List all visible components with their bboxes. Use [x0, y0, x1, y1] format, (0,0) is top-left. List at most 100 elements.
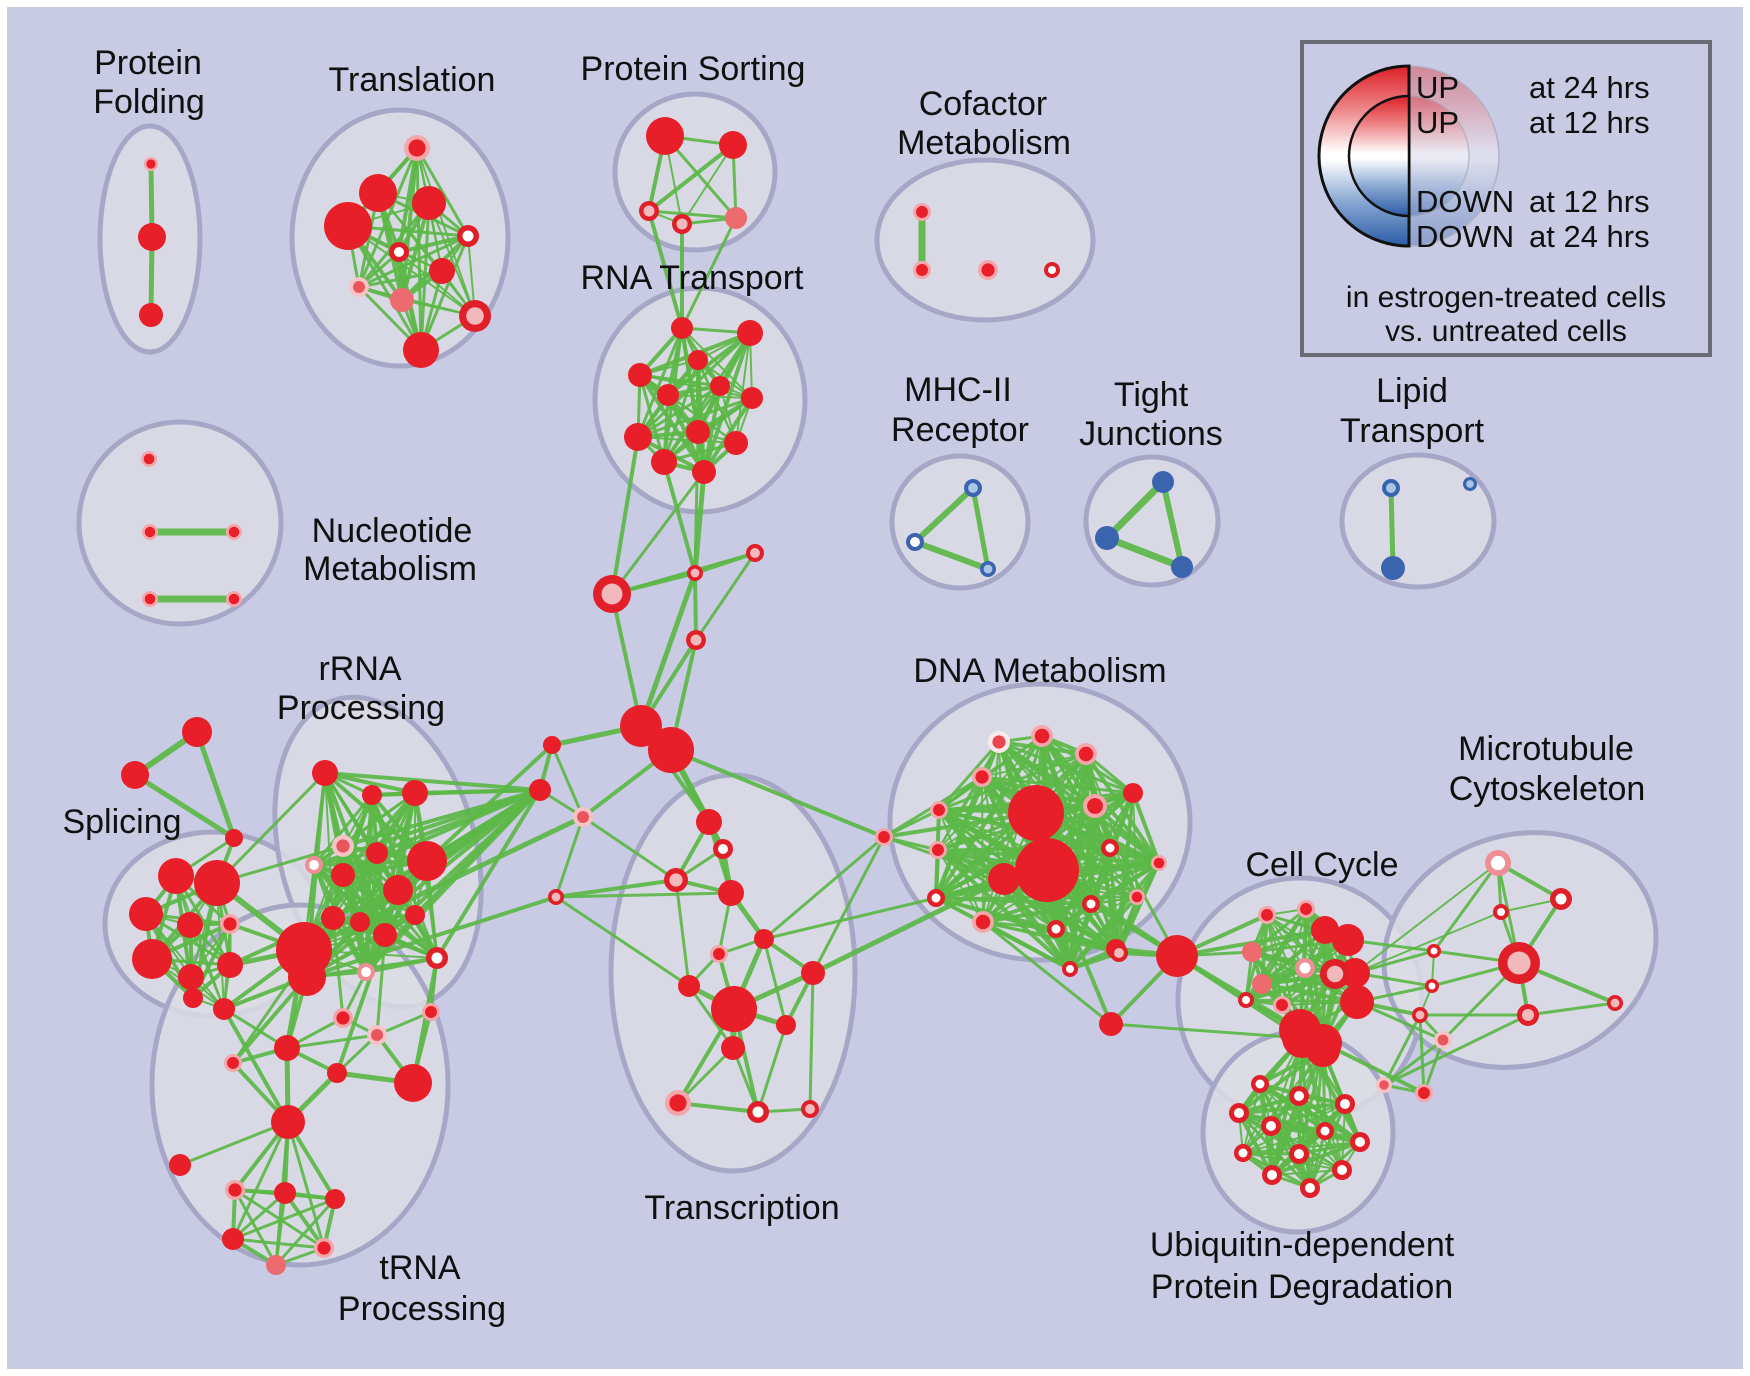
edge [411, 956, 439, 1085]
node-core [462, 230, 474, 242]
node-core [916, 264, 928, 276]
edge [305, 788, 542, 979]
edge [666, 331, 752, 397]
node-core [968, 483, 978, 493]
node [741, 387, 763, 409]
node-core [223, 917, 237, 931]
edge [981, 920, 1072, 971]
node-core [425, 1006, 437, 1018]
node [678, 975, 700, 997]
edge [416, 147, 476, 317]
edge [194, 729, 237, 841]
node [686, 420, 710, 444]
cluster-label-translation: Translation [329, 61, 496, 99]
node [366, 842, 388, 864]
node [138, 223, 166, 251]
edge [1354, 911, 1502, 974]
edge [1382, 1013, 1422, 1087]
legend-inner-right-half [1408, 95, 1470, 217]
node-core [1305, 1183, 1315, 1193]
node-core [144, 526, 156, 538]
edge [693, 571, 698, 642]
node-core [551, 892, 561, 902]
legend-box: UP at 24 hrs UP at 12 hrs DOWN at 12 hrs DO… [1300, 40, 1712, 357]
node [373, 923, 397, 947]
legend-state-label: UP [1416, 105, 1460, 140]
edge [610, 592, 643, 728]
node [648, 727, 694, 773]
edge [375, 933, 387, 1037]
node-core [983, 564, 993, 574]
node-core [227, 1057, 239, 1069]
cluster-label-ubiquitin: Ubiquitin-dependent [1150, 1226, 1455, 1264]
cluster-label-mhc: MHC-II [904, 371, 1012, 409]
node [710, 376, 730, 396]
edge [419, 234, 470, 352]
cluster-ellipse-nucleotide [76, 419, 284, 627]
cluster-label-nucleotide: Nucleotide [312, 512, 473, 550]
edge [231, 1237, 326, 1250]
node-core [317, 1241, 331, 1255]
node-core [1320, 1126, 1330, 1136]
cluster-label-cofactor: Cofactor [919, 85, 1048, 123]
node [429, 258, 455, 284]
node-core [992, 735, 1006, 749]
node-core [408, 139, 426, 157]
edge [981, 753, 1087, 778]
cluster-label-rna_transport: RNA Transport [581, 259, 805, 297]
legend-state-label: UP [1416, 70, 1460, 105]
node [183, 988, 203, 1008]
edge [762, 896, 938, 941]
node-core [1131, 891, 1143, 903]
node [266, 1255, 286, 1275]
legend-time-label: at 24 hrs [1529, 219, 1650, 254]
edge [610, 435, 640, 596]
edge [937, 752, 1088, 812]
node [132, 939, 172, 979]
edge [1244, 998, 1359, 1004]
edge [981, 920, 1058, 931]
node-core [1153, 857, 1165, 869]
node-core [1234, 1108, 1244, 1118]
edge [636, 331, 752, 439]
edge [554, 895, 691, 988]
node [1381, 556, 1405, 580]
node [1252, 974, 1272, 994]
cluster-ellipse-tight [1083, 454, 1221, 588]
cluster-label-microtubule: Microtubule [1458, 730, 1634, 768]
cluster-label-protein_folding: Folding [93, 83, 205, 121]
edge [1093, 804, 1179, 958]
node-core [1355, 1137, 1365, 1147]
node [988, 863, 1020, 895]
node-core [1497, 908, 1505, 916]
node [1008, 785, 1064, 841]
node [724, 431, 748, 455]
edge [934, 775, 984, 900]
node-core [1437, 1034, 1449, 1046]
edge [428, 202, 476, 317]
node [1242, 942, 1262, 962]
edge [1054, 791, 1135, 931]
node-core [975, 914, 991, 930]
cluster-label-protein_folding: Protein [94, 44, 202, 82]
node-core [1034, 728, 1050, 744]
node [754, 929, 774, 949]
node [271, 1105, 305, 1139]
node [178, 964, 204, 990]
edge [233, 1188, 278, 1267]
edge [981, 920, 1121, 955]
node [1332, 924, 1364, 956]
node-core [931, 893, 941, 903]
edge [413, 788, 542, 795]
node [628, 363, 652, 387]
node-core [750, 548, 760, 558]
edge [1242, 1130, 1326, 1154]
cluster-label-nucleotide: Metabolism [303, 550, 477, 588]
node-core [371, 1029, 383, 1041]
edge [581, 815, 678, 882]
edge [882, 808, 941, 839]
node-core [1294, 1091, 1304, 1101]
edge [610, 551, 757, 596]
edge [981, 861, 1161, 924]
